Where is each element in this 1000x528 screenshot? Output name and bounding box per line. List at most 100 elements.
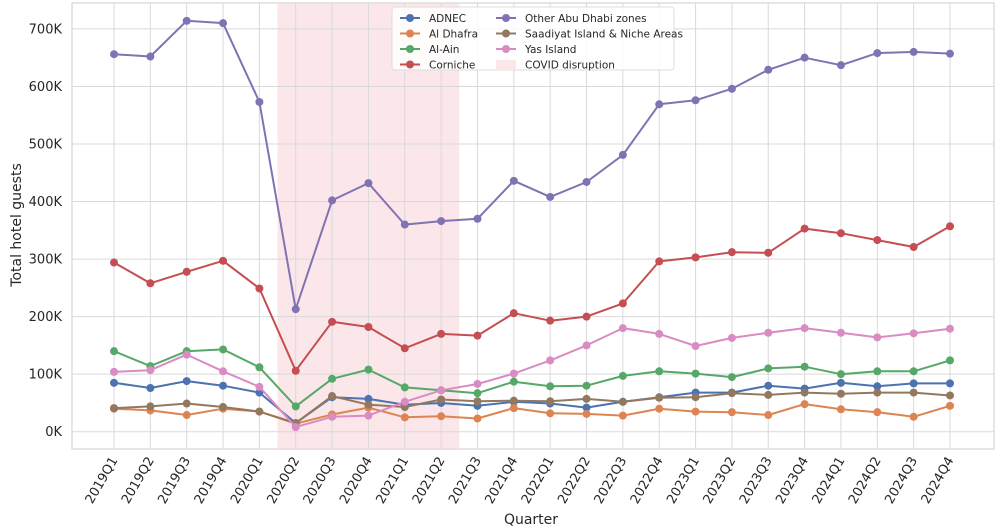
data-point [219,402,228,411]
legend-label: Saadiyat Island & Niche Areas [525,28,683,40]
legend-label: Other Abu Dhabi zones [525,13,647,25]
x-tick-label: 2019Q3 [155,455,194,507]
legend-label: ADNEC [429,13,466,25]
data-point [219,381,228,390]
data-point [437,329,446,338]
legend-marker [406,14,414,22]
x-tick-label: 2024Q2 [846,455,885,507]
data-point [509,404,518,413]
data-point [727,408,736,417]
data-point [873,367,882,376]
data-point [800,324,809,333]
x-axis-label: Quarter [504,512,558,528]
data-point [655,329,664,338]
x-tick-label: 2019Q2 [119,455,158,507]
data-point [836,405,845,414]
data-point [437,386,446,395]
data-point [836,229,845,238]
legend-patch-swatch [496,60,516,69]
legend-marker [502,14,510,22]
data-point [546,382,555,391]
x-tick-label: 2021Q2 [410,455,449,507]
data-point [727,333,736,342]
data-point [618,324,627,333]
data-point [509,176,518,185]
series-saadiyat-island-niche-areas [110,388,954,428]
legend-marker [406,60,414,69]
x-tick-label: 2023Q4 [773,455,812,507]
y-tick-label: 400K [29,195,63,210]
data-point [873,388,882,397]
data-point [328,317,337,326]
data-point [219,345,228,354]
x-tick-label: 2020Q2 [264,455,303,507]
data-point [800,388,809,397]
x-tick-label: 2024Q3 [882,455,921,507]
legend-box [391,6,675,71]
data-point [946,222,954,231]
data-point [146,402,155,411]
x-tick-label: 2024Q1 [810,455,849,507]
legend-entry: Yas Island [496,44,576,56]
y-tick-label: 700K [29,22,63,37]
data-point [546,192,555,201]
data-point [691,369,700,378]
data-point [946,49,954,58]
data-point [437,412,446,421]
data-point [655,100,664,109]
x-tick-label: 2022Q3 [592,455,631,507]
x-tick-label: 2021Q3 [446,455,485,507]
series-layer [110,16,954,432]
data-point [546,356,555,365]
x-tick-label: 2019Q1 [83,455,122,507]
series-corniche [110,222,954,375]
y-tick-label: 0K [45,425,62,440]
data-point [182,16,191,25]
data-point [328,196,337,205]
x-tick-label: 2020Q1 [228,455,267,507]
y-tick-label: 300K [29,253,63,268]
data-point [291,366,300,375]
data-point [364,179,373,188]
data-point [110,347,118,356]
data-point [946,356,954,365]
data-point [655,257,664,266]
y-tick-label: 200K [29,310,63,325]
series-line [113,19,951,311]
x-tick-label: 2024Q4 [919,455,958,507]
data-point [800,362,809,371]
data-point [655,367,664,376]
data-point [764,381,773,390]
legend-label: Al Dhafra [429,28,478,40]
data-point [691,96,700,105]
data-point [909,379,918,388]
data-point [582,381,591,390]
x-tick-label: 2021Q4 [483,455,522,507]
series-line [113,391,951,425]
data-point [764,65,773,74]
data-point [836,378,845,387]
data-point [110,367,118,376]
data-point [546,409,555,418]
data-point [509,309,518,318]
data-point [836,328,845,337]
legend-label: COVID disruption [525,59,615,71]
data-point [110,404,118,413]
y-axis-ticks: 0K 100K 200K 300K 400K 500K 600K 700K [29,22,63,440]
x-tick-label: 2019Q4 [192,455,231,507]
data-point [691,393,700,402]
data-point [691,341,700,350]
data-point [182,267,191,276]
legend-entry: Other Abu Dhabi zones [496,13,647,25]
data-point [800,53,809,62]
data-point [146,366,155,375]
data-point [182,350,191,359]
data-point [655,404,664,413]
data-point [909,388,918,397]
data-point [873,49,882,58]
legend-marker [406,29,414,38]
legend-entry: Al-Ain [400,44,459,56]
data-point [473,379,482,388]
series-line [113,327,951,429]
x-tick-label: 2022Q4 [628,455,667,507]
